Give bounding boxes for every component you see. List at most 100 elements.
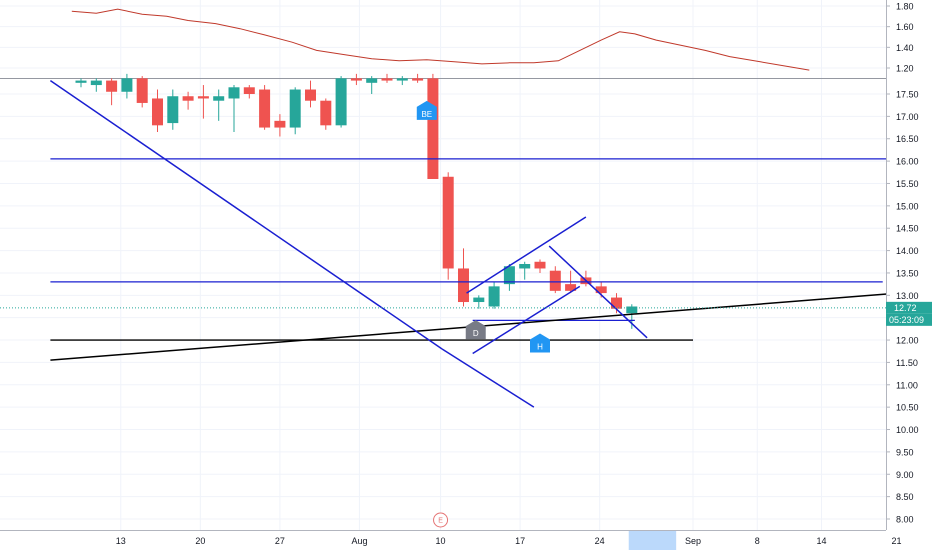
main-price-tick-label: 10.00 [896,425,919,435]
candle[interactable] [213,89,225,121]
time-tick-label: 13 [116,536,126,546]
candle-body [259,89,271,128]
candle[interactable] [243,85,255,99]
time-tick-label: Sep [685,536,701,546]
candle-body [136,78,148,103]
candle-body [243,87,255,94]
time-tick-label: 8 [755,536,760,546]
marker-label: D [473,329,479,338]
main-pane-price-ticks: 17.50 17.00 16.50 16.00 15.50 15.00 14.50 14.00… [886,90,919,525]
last-price-label-bg [886,301,932,314]
indicator-series-line[interactable] [71,8,810,71]
candle[interactable] [381,73,393,83]
candle-body [534,261,546,269]
candle-body [197,96,209,99]
chart-event-marker[interactable]: BE [416,100,437,120]
main-price-tick-label: 10.50 [896,403,919,413]
main-price-tick-label: 9.00 [896,470,914,480]
candle[interactable] [152,89,163,133]
trend-line-drawing[interactable] [548,245,648,339]
main-price-tick-label: 11.50 [896,358,918,368]
candle[interactable] [427,73,439,179]
candle-body [442,176,454,269]
price-axis-background[interactable] [886,0,932,530]
candle[interactable] [626,304,638,329]
candle-body [228,87,240,99]
candle-body [274,120,286,128]
candle-body [350,78,362,81]
chart-event-marker[interactable]: H [530,333,550,353]
candle-body [381,78,393,81]
candle[interactable] [90,78,102,92]
main-price-tick-label: 9.50 [896,447,914,457]
trend-line-drawing[interactable] [441,348,535,408]
candle[interactable] [121,73,133,99]
marker-badge[interactable] [465,320,486,340]
marker-badge[interactable] [530,333,550,353]
candle-body [335,78,347,126]
trend-line-drawing[interactable] [50,286,932,361]
time-tick-label: 20 [195,536,205,546]
candle[interactable] [335,76,347,128]
candle[interactable] [503,264,515,291]
candle-body [75,80,87,83]
time-axis-background[interactable] [0,530,932,550]
candle-body [611,297,622,309]
candle[interactable] [442,172,454,280]
candle[interactable] [473,295,485,309]
candle[interactable] [106,78,118,106]
main-price-tick-label: 16.50 [896,134,919,144]
candle[interactable] [320,98,332,130]
candle[interactable] [350,73,362,86]
marker-label: BE [421,110,432,119]
candle[interactable] [197,85,209,119]
main-price-tick-label: 14.50 [896,224,919,234]
candle-body [305,89,316,101]
earnings-event-marker[interactable]: E [433,512,449,528]
candle[interactable] [228,85,240,133]
candle[interactable] [167,89,179,130]
candle-body [549,270,561,291]
top-price-tick-label: 1.40 [896,43,914,53]
main-price-tick-label: 11.00 [896,380,918,390]
candle-body [396,78,408,81]
candle[interactable] [259,85,271,130]
candle[interactable] [366,76,378,94]
main-price-tick-label: 17.50 [896,90,919,100]
main-price-tick-label: 16.00 [896,157,919,167]
candle[interactable] [182,91,194,110]
candle-body [182,96,194,101]
candle-body [473,297,485,303]
drawings-group [49,79,932,408]
trend-line-drawing[interactable] [466,216,587,294]
top-pane-grid [0,5,886,69]
countdown-label: 05:23:09 [889,315,924,325]
candle-body [121,78,133,92]
candle[interactable] [136,76,148,108]
main-price-tick-label: 15.50 [896,179,919,189]
candle[interactable] [289,87,301,135]
candle[interactable] [519,261,531,280]
candle[interactable] [549,266,561,294]
main-price-tick-label: 15.00 [896,201,919,211]
event-circle[interactable] [433,512,449,528]
candle-body [519,264,531,269]
candle[interactable] [534,259,546,273]
candle[interactable] [412,73,424,83]
candle[interactable] [274,114,286,137]
marker-badge[interactable] [416,100,437,120]
top-price-tick-label: 1.80 [896,2,914,12]
candle[interactable] [305,80,316,108]
trend-line-drawing[interactable] [49,79,443,350]
trend-line-drawing[interactable] [472,285,581,355]
candle[interactable] [488,281,500,309]
top-price-tick-label: 1.60 [896,22,914,32]
candle[interactable] [75,78,87,88]
time-tick-label: 10 [436,536,446,546]
marker-label: H [537,343,543,352]
candle[interactable] [458,248,469,307]
chart-event-marker[interactable]: D [465,320,486,340]
candle[interactable] [396,76,408,86]
